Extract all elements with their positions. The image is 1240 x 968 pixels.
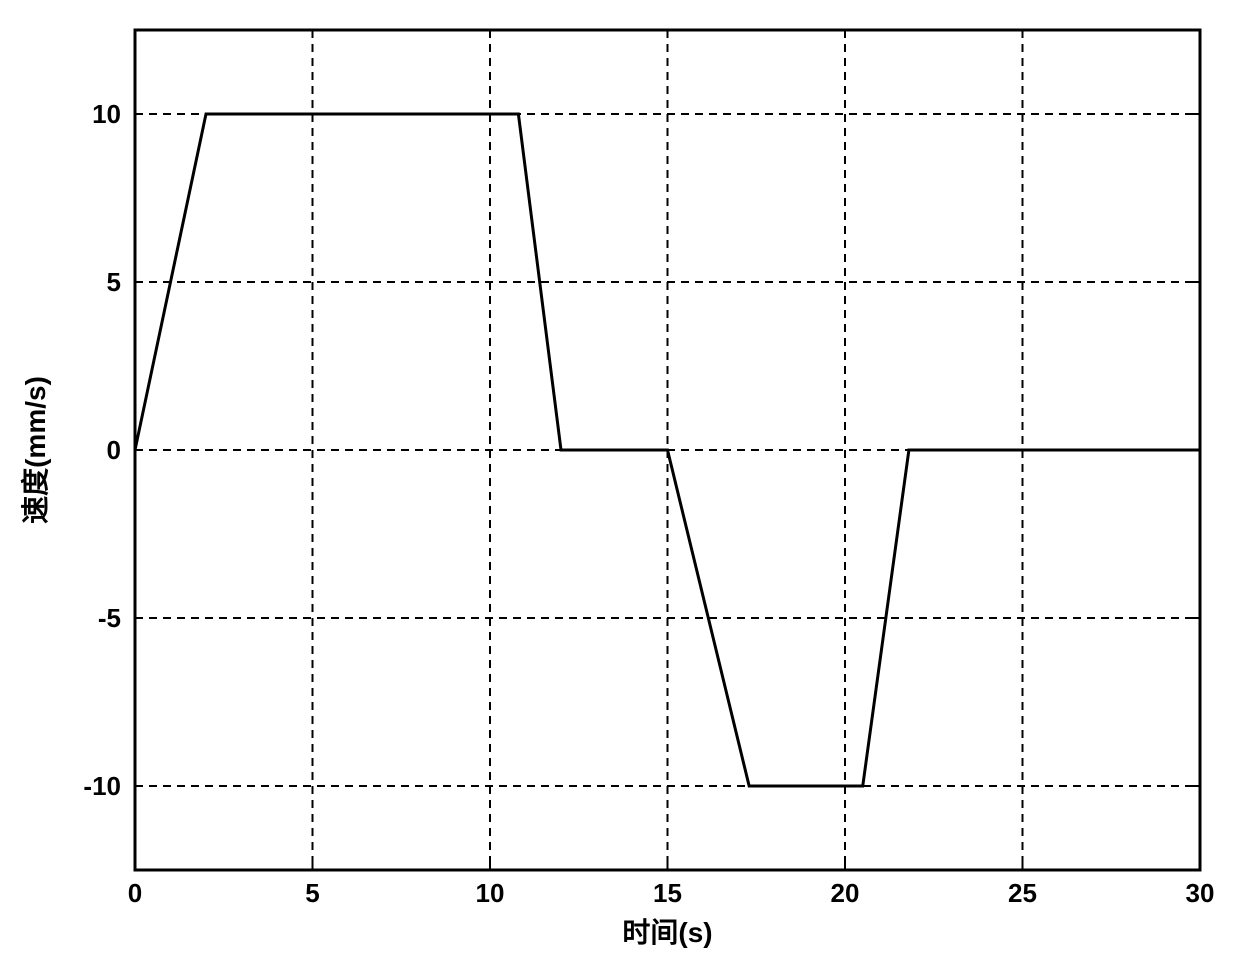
- velocity-chart: 0 5 10 15 20 25 30 -10 -5 0 5 10 时间(s) 速度(mm/s): [0, 0, 1240, 968]
- y-tick-label: -10: [83, 771, 121, 801]
- x-tick-label: 30: [1186, 878, 1215, 908]
- y-tick-label: -5: [98, 603, 121, 633]
- x-tick-label: 25: [1008, 878, 1037, 908]
- x-axis-label: 时间(s): [622, 917, 712, 948]
- y-tick-label: 10: [92, 99, 121, 129]
- y-tick-label: 0: [107, 435, 121, 465]
- x-tick-label: 0: [128, 878, 142, 908]
- y-tick-label: 5: [107, 267, 121, 297]
- x-tick-label: 20: [831, 878, 860, 908]
- x-tick-label: 15: [653, 878, 682, 908]
- x-tick-label: 10: [476, 878, 505, 908]
- x-tick-label: 5: [305, 878, 319, 908]
- chart-container: 0 5 10 15 20 25 30 -10 -5 0 5 10 时间(s) 速度(mm/s): [0, 0, 1240, 968]
- y-axis-label: 速度(mm/s): [20, 376, 51, 524]
